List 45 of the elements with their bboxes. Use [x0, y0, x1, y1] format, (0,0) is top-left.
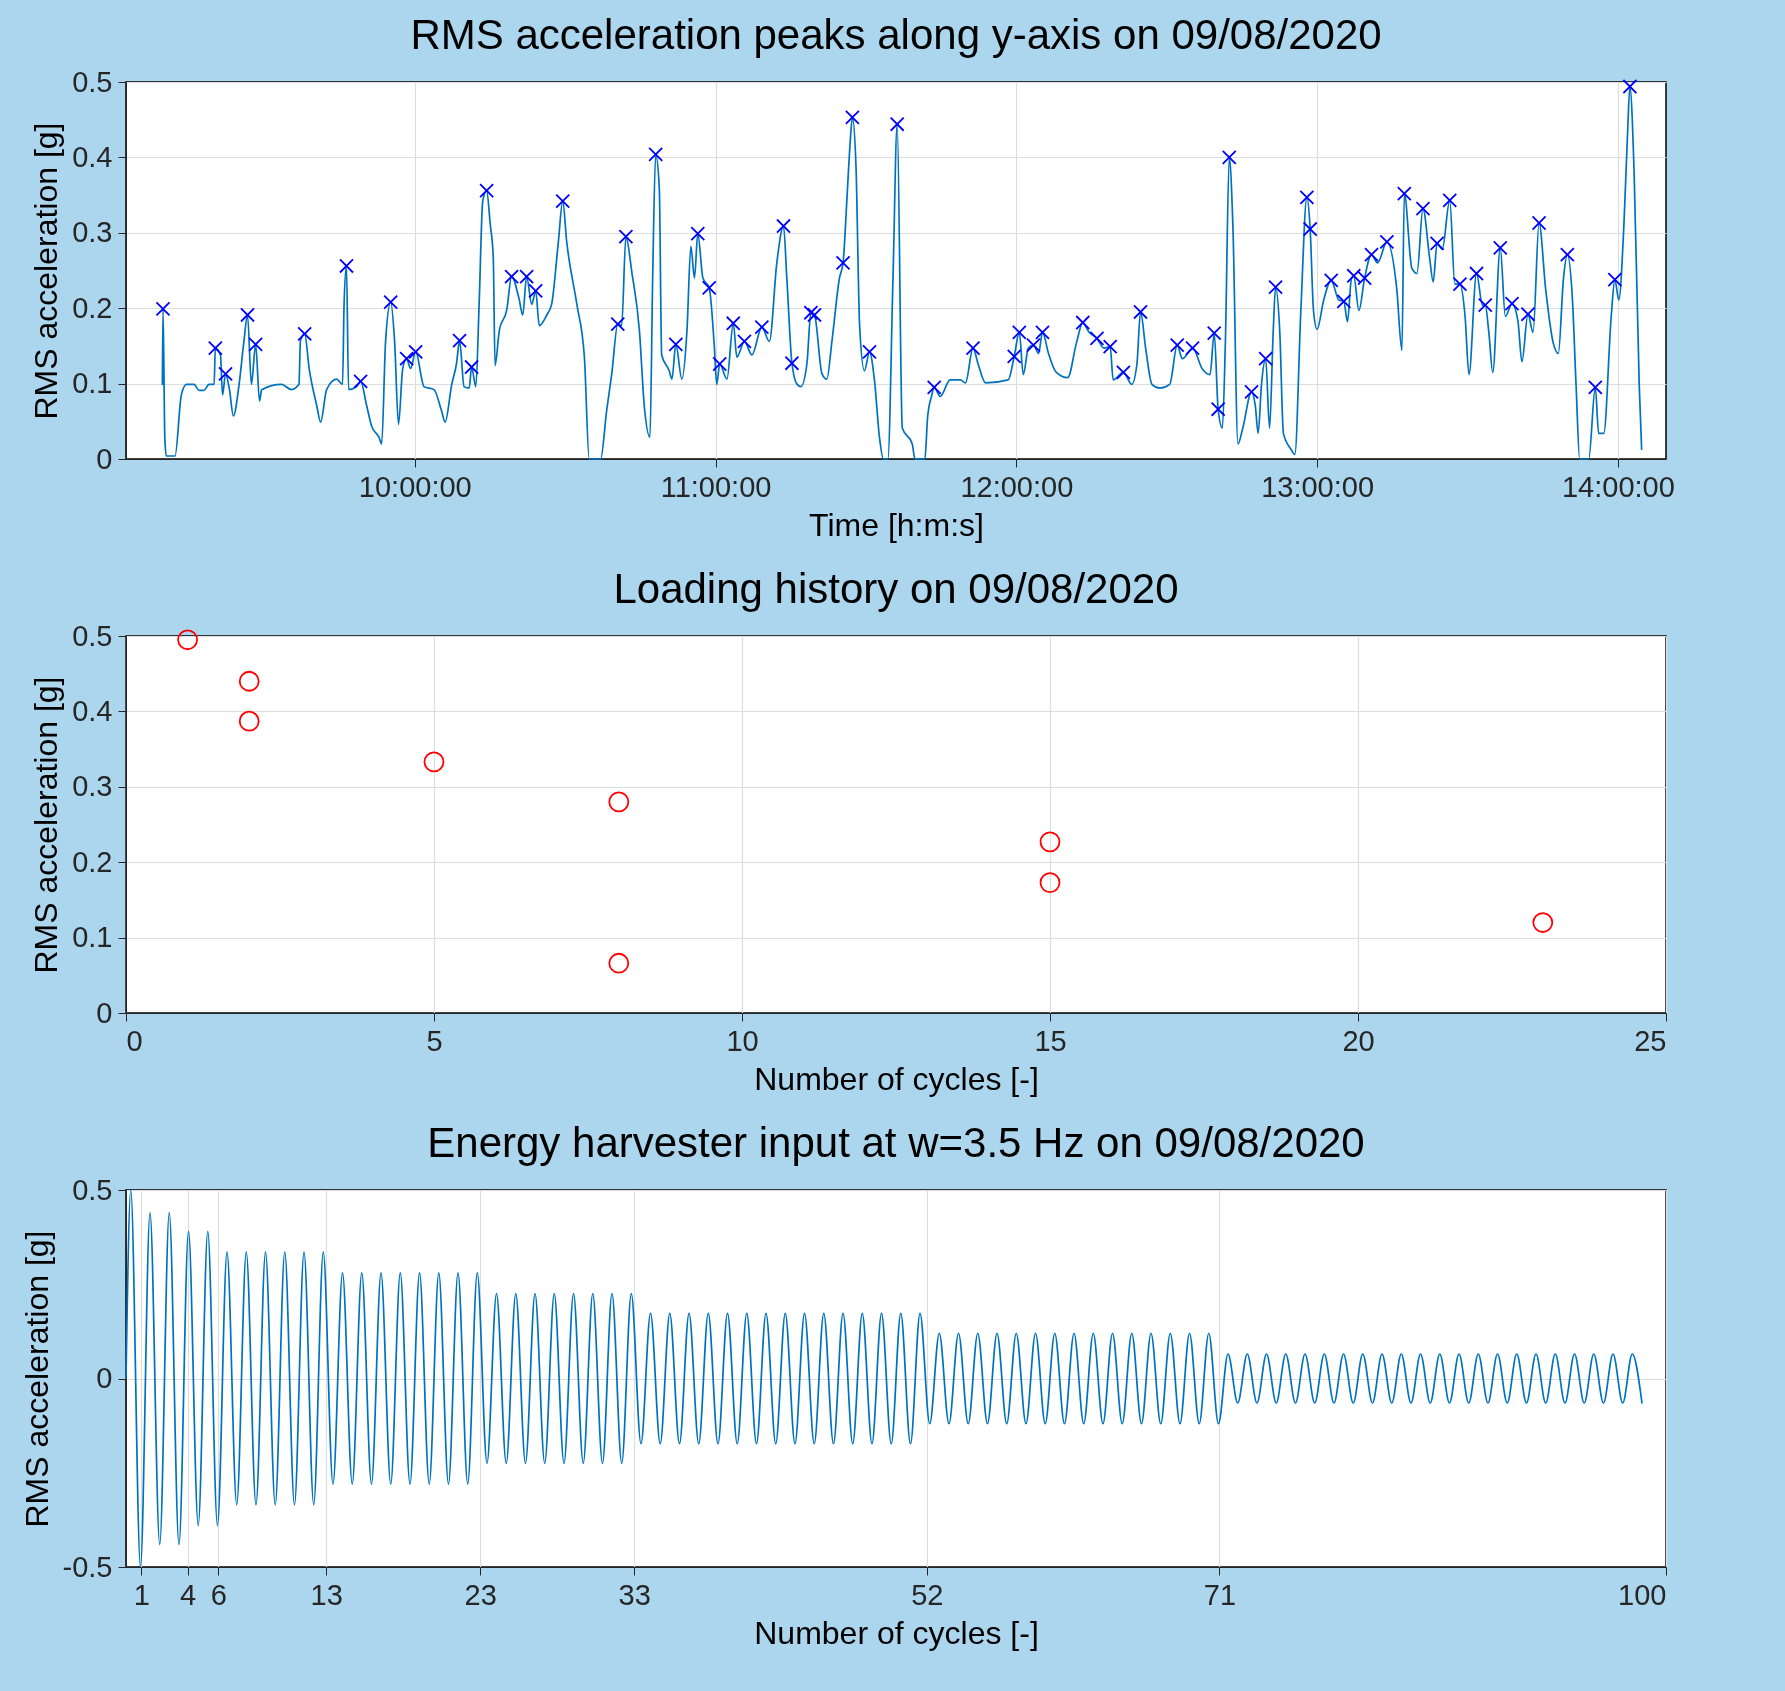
line-series	[125, 1189, 1643, 1568]
x-tick-label: 52	[911, 1578, 944, 1611]
x-tick-label: 0	[126, 1024, 143, 1057]
y-tick-label: -0.5	[62, 1550, 113, 1583]
y-tick-label: 0.1	[72, 367, 113, 400]
x-tick-label: 23	[464, 1578, 497, 1611]
y-tick-label: 0.5	[72, 65, 113, 98]
x-tick-label: 100	[1618, 1578, 1667, 1611]
y-tick-label: 0.1	[72, 921, 113, 954]
y-tick-label: 0.5	[72, 619, 113, 652]
x-tick-label: 1	[133, 1578, 150, 1611]
x-axis-title: Number of cycles [-]	[754, 1060, 1039, 1097]
x-tick-label: 5	[426, 1024, 443, 1057]
chart-title: Loading history on 09/08/2020	[613, 565, 1179, 612]
chart-title: Energy harvester input at w=3.5 Hz on 09/08/2020	[427, 1119, 1365, 1166]
y-tick-label: 0	[96, 996, 113, 1029]
x-tick-label: 12:00:00	[960, 470, 1074, 503]
y-tick-label: 0	[96, 442, 113, 475]
y-tick-label: 0	[96, 1362, 113, 1394]
x-tick-label: 13	[310, 1578, 343, 1611]
x-tick-label: 10:00:00	[358, 470, 472, 503]
x-tick-label: 71	[1203, 1578, 1237, 1611]
y-tick-label: 0.5	[72, 1173, 113, 1206]
x-tick-label: 10	[726, 1024, 759, 1057]
y-axis-title: RMS acceleration [g]	[18, 1230, 55, 1528]
x-tick-label: 13:00:00	[1261, 470, 1375, 503]
x-tick-label: 20	[1342, 1024, 1375, 1057]
y-tick-label: 0.3	[72, 216, 113, 249]
x-axis-title: Time [h:m:s]	[809, 506, 984, 543]
x-tick-label: 6	[210, 1578, 227, 1611]
y-axis-title: RMS acceleration [g]	[28, 676, 65, 974]
y-tick-label: 0.2	[72, 291, 113, 324]
y-tick-label: 0.2	[72, 845, 113, 878]
x-tick-label: 11:00:00	[660, 470, 772, 503]
x-axis-title: Number of cycles [-]	[754, 1614, 1039, 1651]
y-tick-label: 0.3	[72, 770, 113, 803]
x-tick-label: 15	[1034, 1024, 1067, 1057]
y-axis-title: RMS acceleration [g]	[28, 122, 65, 420]
chart-title: RMS acceleration peaks along y-axis on 09/08/2020	[410, 11, 1382, 58]
x-tick-label: 33	[618, 1578, 651, 1611]
y-tick-label: 0.4	[72, 694, 113, 727]
y-tick-label: 0.4	[72, 140, 113, 173]
x-tick-label: 4	[180, 1578, 197, 1611]
x-tick-label: 25	[1634, 1024, 1667, 1057]
x-tick-label: 14:00:00	[1561, 470, 1675, 503]
